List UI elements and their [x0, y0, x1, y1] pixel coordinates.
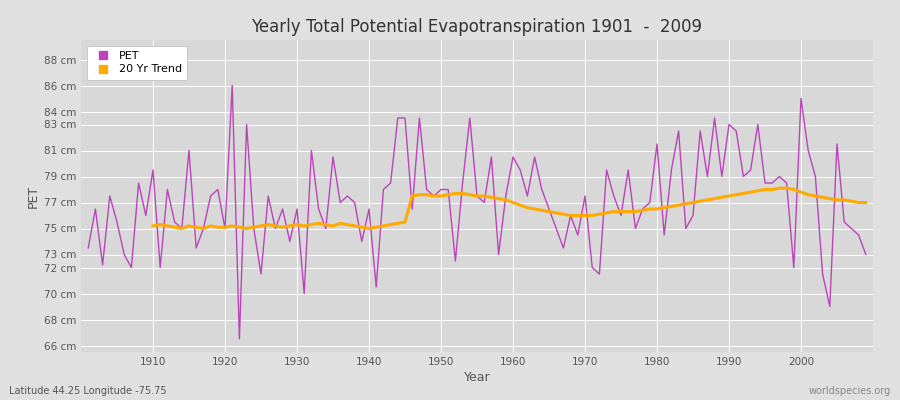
Y-axis label: PET: PET	[27, 184, 40, 208]
X-axis label: Year: Year	[464, 371, 490, 384]
Text: worldspecies.org: worldspecies.org	[809, 386, 891, 396]
Text: Latitude 44.25 Longitude -75.75: Latitude 44.25 Longitude -75.75	[9, 386, 166, 396]
Legend: PET, 20 Yr Trend: PET, 20 Yr Trend	[86, 46, 187, 80]
Title: Yearly Total Potential Evapotranspiration 1901  -  2009: Yearly Total Potential Evapotranspiratio…	[251, 18, 703, 36]
